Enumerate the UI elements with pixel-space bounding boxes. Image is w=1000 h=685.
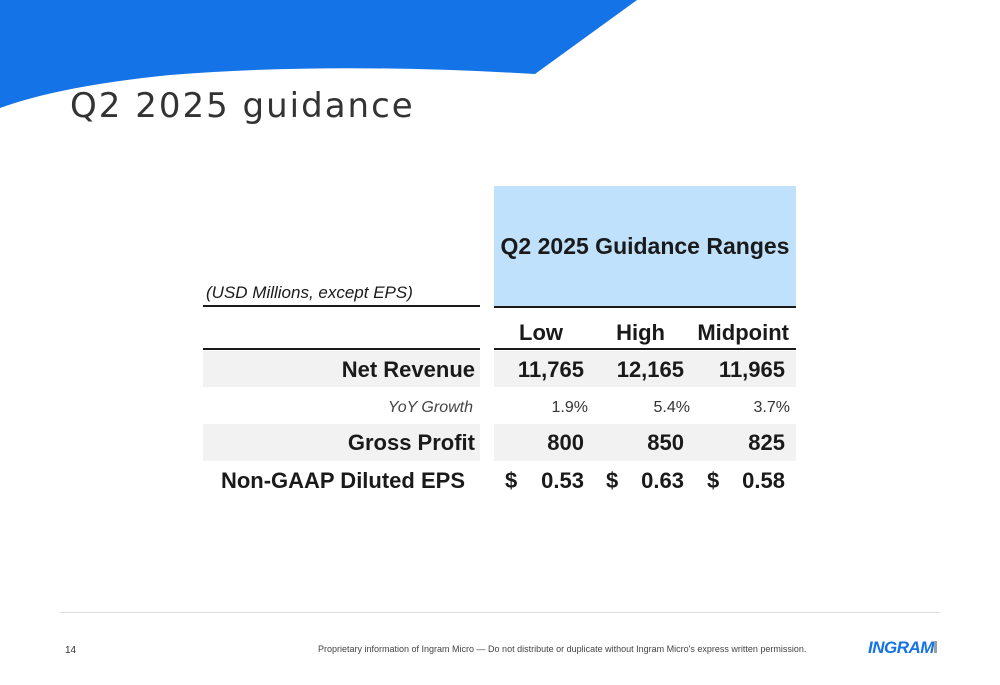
row-shade-right: [494, 424, 796, 461]
gross-profit-high: 850: [647, 430, 684, 455]
column-divider-left: [203, 348, 480, 350]
column-header-midpoint: Midpoint: [697, 320, 789, 345]
yoy-growth-midpoint: 3.7%: [753, 399, 790, 416]
row-shade-left: [203, 351, 480, 387]
yoy-growth-low: 1.9%: [551, 399, 588, 416]
footer-disclaimer: Proprietary information of Ingram Micro …: [318, 644, 807, 654]
column-header-high: High: [616, 320, 665, 345]
net-revenue-low: 11,765: [517, 357, 584, 382]
row-label-net-revenue: Net Revenue: [341, 357, 475, 382]
row-label-non-gaap-eps: Non-GAAP Diluted EPS: [220, 468, 465, 493]
eps-midpoint: 0.58: [742, 468, 785, 493]
svg-text:INGRAM: INGRAM: [868, 638, 935, 657]
row-shade-left: [203, 424, 480, 461]
column-header-low: Low: [519, 320, 563, 345]
header-banner: [0, 0, 637, 108]
eps-low: 0.53: [541, 468, 584, 493]
header-divider-left: [203, 305, 480, 307]
guidance-header: Q2 2025 Guidance Ranges: [494, 186, 796, 308]
page-title: Q2 2025 guidance: [70, 86, 415, 126]
footer-divider: [60, 612, 940, 613]
row-shade-right: [494, 351, 796, 387]
row-label-gross-profit: Gross Profit: [347, 430, 475, 455]
eps-midpoint-currency: $: [707, 468, 720, 493]
eps-high-currency: $: [606, 468, 619, 493]
eps-low-currency: $: [505, 468, 518, 493]
yoy-growth-high: 5.4%: [653, 399, 690, 416]
page-number: 14: [65, 645, 77, 656]
row-label-yoy-growth: YoY Growth: [387, 399, 473, 416]
gross-profit-midpoint: 825: [748, 430, 785, 455]
units-label: (USD Millions, except EPS): [206, 283, 413, 302]
net-revenue-midpoint: 11,965: [718, 357, 785, 382]
guidance-header-title: Q2 2025 Guidance Ranges: [500, 233, 790, 259]
column-divider-right: [494, 348, 796, 350]
gross-profit-low: 800: [547, 430, 584, 455]
eps-high: 0.63: [641, 468, 684, 493]
ingram-micro-logo: INGRAM: [868, 638, 937, 657]
net-revenue-high: 12,165: [616, 357, 684, 382]
